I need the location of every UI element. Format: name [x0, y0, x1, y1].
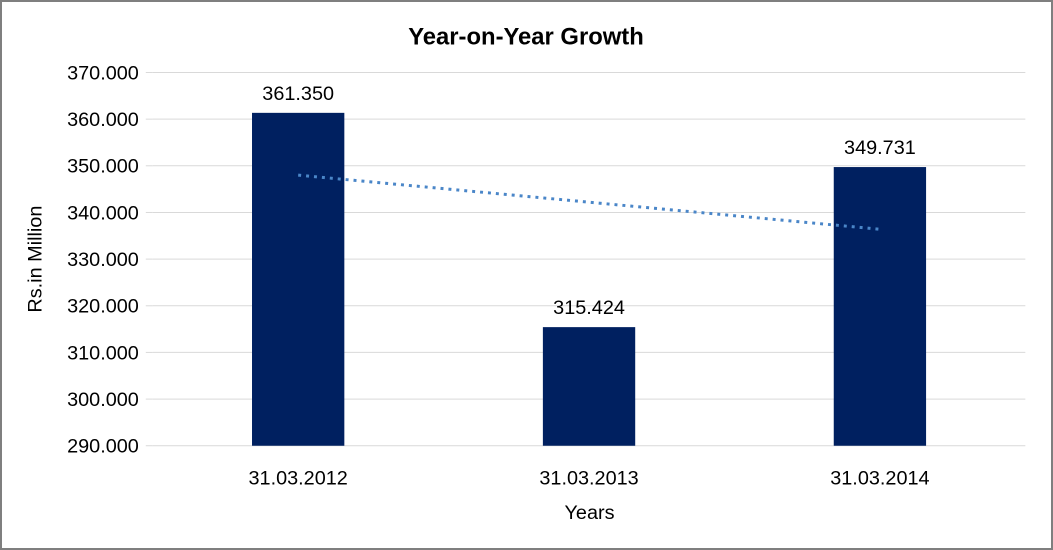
bar	[252, 112, 345, 446]
y-tick-label: 340.000	[67, 202, 139, 224]
bar	[542, 327, 636, 446]
y-tick-label: 330.000	[67, 249, 139, 271]
bar-value-label: 315.424	[553, 297, 625, 319]
y-tick-label: 290.000	[67, 436, 139, 458]
x-category-label: 31.03.2012	[249, 467, 348, 489]
bar-value-label: 361.350	[262, 83, 334, 105]
x-axis-title: Years	[565, 502, 615, 524]
y-tick-label: 370.000	[67, 62, 139, 84]
x-category-label: 31.03.2013	[539, 467, 638, 489]
y-tick-label: 360.000	[67, 109, 139, 131]
y-tick-label: 350.000	[67, 156, 139, 178]
y-tick-label: 300.000	[67, 389, 139, 411]
y-axis-title: Rs.in Million	[25, 206, 47, 313]
x-category-label: 31.03.2014	[830, 467, 929, 489]
y-tick-label: 320.000	[67, 296, 139, 318]
bar-value-label: 349.731	[844, 137, 916, 159]
plot-area: 290.000 300.000 310.000 320.000 330.000 340.0…	[67, 62, 1026, 489]
y-tick-label: 310.000	[67, 342, 139, 364]
chart-title: Year-on-Year Growth	[408, 24, 644, 51]
bar	[833, 167, 927, 446]
trendline	[298, 173, 881, 231]
